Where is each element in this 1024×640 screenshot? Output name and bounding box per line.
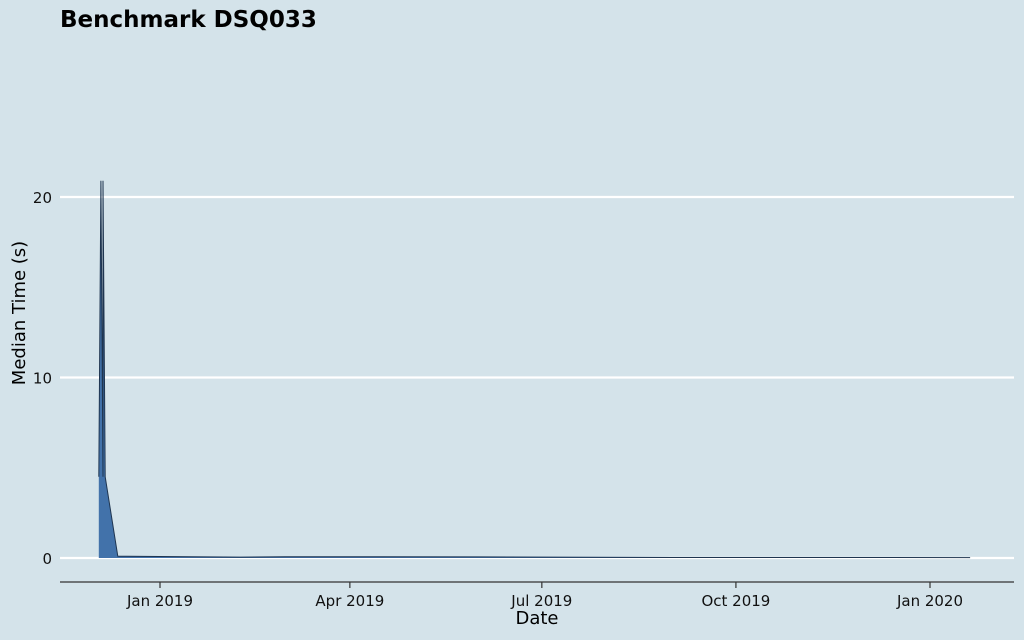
x-tick-label: Oct 2019: [701, 592, 770, 610]
series-line-0: [98, 180, 971, 559]
x-tick-label: Jul 2019: [510, 592, 572, 610]
x-axis-title: Date: [515, 608, 558, 629]
x-tick-label: Apr 2019: [315, 592, 384, 610]
y-axis-title: Median Time (s): [9, 241, 30, 385]
x-tick-label: Jan 2020: [896, 592, 963, 610]
x-tick-label: Jan 2019: [126, 592, 193, 610]
y-tick-label: 20: [33, 189, 52, 207]
chart-title: Benchmark DSQ033: [60, 7, 317, 33]
series-area-0: [98, 180, 971, 559]
y-tick-label: 10: [33, 370, 52, 388]
y-tick-label: 0: [42, 550, 52, 568]
